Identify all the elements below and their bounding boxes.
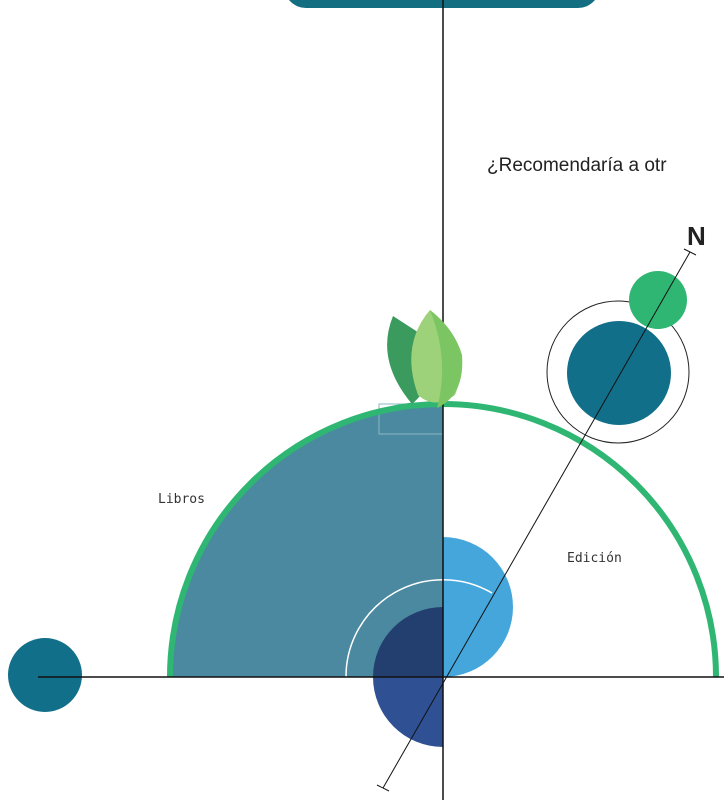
ring bbox=[546, 300, 690, 444]
needle-end bbox=[376, 784, 390, 792]
blue-half bbox=[443, 537, 513, 677]
top-banner bbox=[289, 0, 595, 8]
left-dot bbox=[8, 638, 82, 712]
section-label: Edición bbox=[567, 551, 622, 566]
navy-quarter bbox=[373, 607, 443, 677]
teal-dot bbox=[567, 321, 671, 425]
needle-end bbox=[683, 248, 697, 256]
leaf-shade bbox=[430, 310, 463, 408]
green-dot bbox=[629, 271, 687, 329]
question: ¿Recomendaría a otr bbox=[487, 155, 667, 176]
section-label: Libros bbox=[158, 492, 205, 507]
white-arc bbox=[345, 578, 493, 678]
compass-needle bbox=[382, 251, 691, 789]
navy-lower bbox=[373, 677, 443, 747]
compass-label: N bbox=[687, 221, 706, 251]
